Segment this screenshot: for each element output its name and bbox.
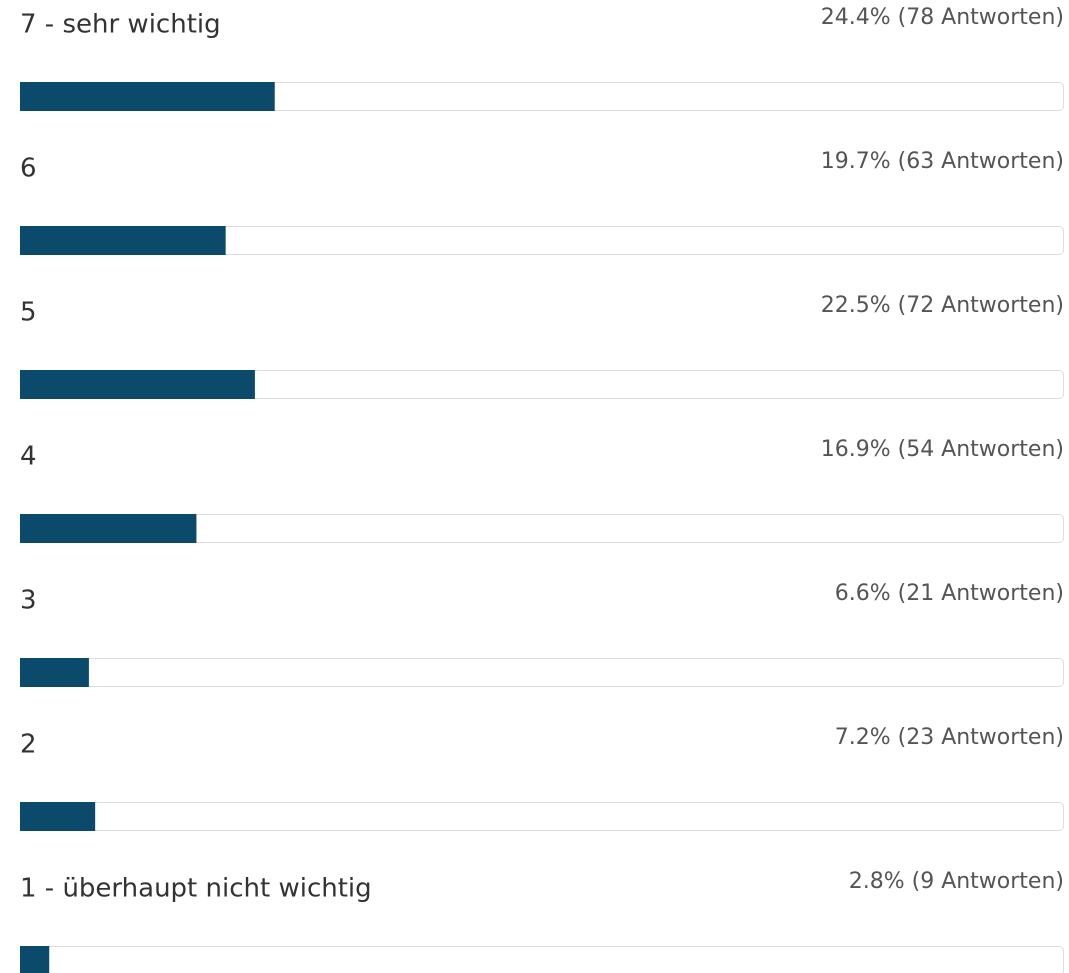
- value-label: 16.9% (54 Antworten): [821, 437, 1064, 462]
- category-label: 6: [20, 154, 37, 184]
- category-label: 7 - sehr wichtig: [20, 10, 221, 40]
- category-label: 4: [20, 442, 37, 472]
- value-label: 22.5% (72 Antworten): [821, 293, 1064, 318]
- category-label: 2: [20, 730, 37, 760]
- bar-track: [20, 946, 1064, 973]
- value-label: 6.6% (21 Antworten): [835, 581, 1064, 606]
- value-label: 7.2% (23 Antworten): [835, 725, 1064, 750]
- category-label: 1 - überhaupt nicht wichtig: [20, 874, 372, 904]
- bar: [20, 514, 197, 543]
- category-label: 5: [20, 298, 37, 328]
- bar: [20, 82, 275, 111]
- bar: [20, 946, 50, 973]
- bar: [20, 370, 255, 399]
- bar: [20, 226, 226, 255]
- bar-track: [20, 658, 1064, 687]
- bar-track: [20, 802, 1064, 831]
- bar: [20, 802, 96, 831]
- value-label: 24.4% (78 Antworten): [821, 5, 1064, 30]
- bar: [20, 658, 89, 687]
- value-label: 19.7% (63 Antworten): [821, 149, 1064, 174]
- value-label: 2.8% (9 Antworten): [849, 869, 1064, 894]
- category-label: 3: [20, 586, 37, 616]
